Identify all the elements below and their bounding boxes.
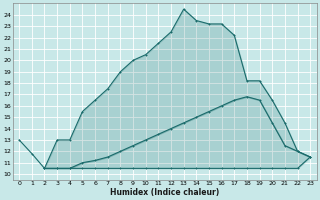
X-axis label: Humidex (Indice chaleur): Humidex (Indice chaleur) [110,188,219,197]
